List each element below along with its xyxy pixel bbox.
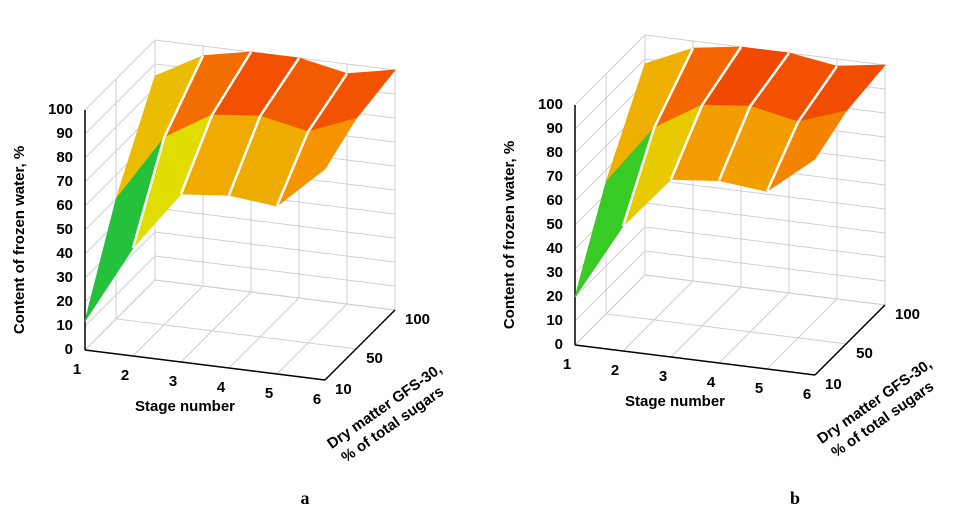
grid-line — [154, 255, 396, 287]
x-axis-title: Stage number — [135, 398, 235, 415]
z-tick-label: 70 — [56, 173, 73, 190]
z-tick-label: 30 — [56, 269, 73, 286]
z-tick-label: 20 — [56, 293, 73, 310]
z-tick-label: 90 — [546, 120, 563, 137]
z-tick-label: 40 — [546, 240, 563, 257]
axis-line — [574, 344, 816, 376]
grid-line — [574, 82, 646, 154]
y-tick-label: 100 — [895, 306, 920, 323]
grid-line — [574, 58, 646, 130]
grid-line — [718, 292, 790, 364]
x-tick-label: 2 — [611, 362, 619, 379]
x-tick-label: 6 — [313, 391, 321, 408]
grid-line — [644, 250, 886, 282]
grid-line — [154, 279, 396, 311]
x-tick-label: 3 — [169, 373, 177, 390]
y-tick-label: 50 — [366, 350, 383, 367]
x-tick-label: 3 — [659, 368, 667, 385]
z-tick-label: 40 — [56, 245, 73, 262]
x-tick-label: 2 — [121, 367, 129, 384]
x-tick-label: 4 — [217, 379, 226, 396]
z-tick-label: 30 — [546, 264, 563, 281]
grid-line — [644, 202, 886, 234]
z-tick-label: 60 — [56, 197, 73, 214]
grid-line — [84, 39, 156, 111]
grid-line — [622, 280, 694, 352]
z-tick-label: 70 — [546, 168, 563, 185]
z-tick-label: 80 — [56, 149, 73, 166]
stage-line — [131, 55, 205, 249]
stage-line — [275, 72, 349, 207]
axis-line — [814, 304, 886, 376]
y-tick-label: 10 — [825, 376, 842, 393]
grid-line — [574, 250, 646, 322]
z-axis-title: Content of frozen water, % — [11, 146, 28, 334]
x-tick-label: 5 — [265, 385, 273, 402]
stage-line — [765, 65, 839, 192]
grid-line — [574, 226, 646, 298]
grid-line — [606, 313, 847, 345]
grid-line — [116, 318, 357, 350]
grid-line — [154, 207, 396, 239]
surface-patch — [84, 137, 165, 322]
grid-line — [84, 255, 156, 327]
grid-line — [132, 285, 204, 357]
grid-line — [574, 34, 646, 106]
x-tick-label: 6 — [803, 386, 811, 403]
stage-line — [669, 46, 743, 180]
stage-line — [717, 52, 791, 182]
z-tick-label: 0 — [555, 336, 563, 353]
grid-line — [84, 63, 156, 135]
z-tick-label: 100 — [48, 101, 73, 118]
x-axis-title: Stage number — [625, 393, 725, 410]
z-tick-label: 50 — [56, 221, 73, 238]
y-tick-label: 10 — [335, 381, 352, 398]
y-tick-label: 100 — [405, 311, 430, 328]
grid-line — [84, 279, 156, 351]
z-tick-label: 20 — [546, 288, 563, 305]
axis-line — [84, 349, 326, 381]
grid-line — [644, 178, 886, 210]
grid-line — [766, 298, 838, 370]
z-tick-label: 80 — [546, 144, 563, 161]
caption: b — [790, 488, 800, 508]
grid-line — [154, 231, 396, 263]
grid-line — [276, 303, 348, 375]
grid-line — [670, 286, 742, 358]
stage-line — [179, 51, 253, 195]
x-tick-label: 4 — [707, 374, 716, 391]
y-tick-label: 50 — [856, 345, 873, 362]
x-tick-label: 5 — [755, 380, 763, 397]
grid-line — [180, 291, 252, 363]
x-tick-label: 1 — [563, 356, 571, 373]
caption: a — [301, 488, 310, 508]
stage-line — [227, 57, 301, 196]
z-tick-label: 10 — [546, 312, 563, 329]
stage-line — [621, 47, 695, 227]
z-tick-label: 10 — [56, 317, 73, 334]
grid-line — [228, 297, 300, 369]
grid-line — [644, 274, 886, 306]
axis-line — [324, 309, 396, 381]
z-tick-label: 100 — [538, 96, 563, 113]
grid-line — [574, 274, 646, 346]
grid-line — [84, 87, 156, 159]
z-tick-label: 0 — [65, 341, 73, 358]
z-tick-label: 50 — [546, 216, 563, 233]
x-tick-label: 1 — [73, 361, 81, 378]
z-axis-title: Content of frozen water, % — [501, 141, 518, 329]
grid-line — [644, 226, 886, 258]
z-tick-label: 60 — [546, 192, 563, 209]
z-tick-label: 90 — [56, 125, 73, 142]
